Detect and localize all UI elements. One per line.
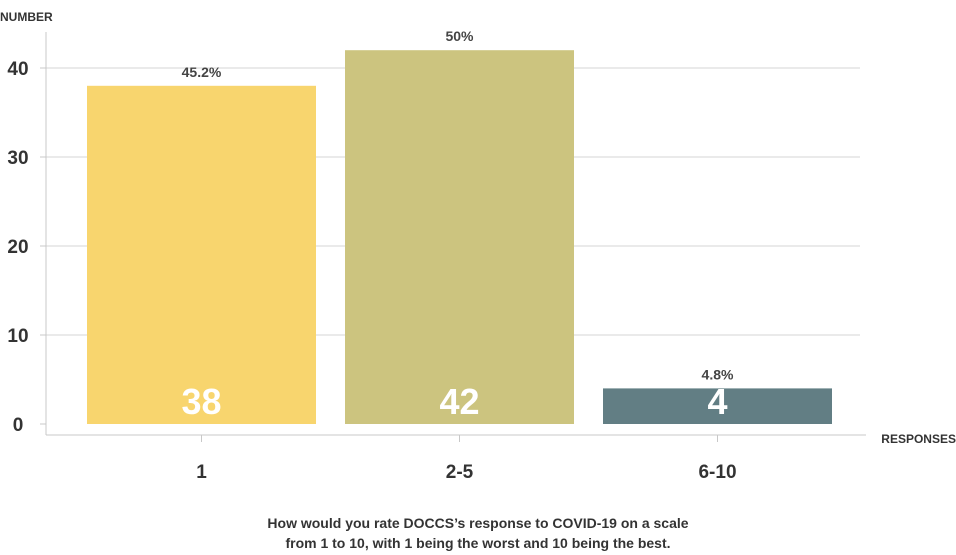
y-axis-title: NUMBER xyxy=(0,10,53,24)
y-tick-label: 40 xyxy=(7,59,28,80)
percent-label: 4.8% xyxy=(702,366,734,382)
bar-labels: 45.2% 38 50% 42 4.8%4 xyxy=(181,28,734,422)
caption-line-1: How would you rate DOCCS’s response to C… xyxy=(267,515,689,531)
y-tick-label: 20 xyxy=(7,237,28,258)
y-axis-ticks: 0 10 20 30 40 xyxy=(7,59,46,436)
y-tick-label: 10 xyxy=(7,326,28,347)
x-tick-label: 2-5 xyxy=(446,462,474,483)
count-label: 42 xyxy=(439,381,479,422)
bars xyxy=(87,50,832,425)
x-tick-label: 1 xyxy=(196,462,207,483)
caption-line-2: from 1 to 10, with 1 being the worst and… xyxy=(285,535,671,551)
count-label: 4 xyxy=(707,381,727,422)
percent-label: 45.2% xyxy=(182,64,222,80)
bar-6-10 xyxy=(603,388,832,424)
count-label: 38 xyxy=(181,381,221,422)
bar-2-5 xyxy=(345,50,574,424)
chart-caption: How would you rate DOCCS’s response to C… xyxy=(0,513,956,553)
percent-label: 50% xyxy=(445,28,474,44)
x-axis-ticks: 1 2-5 6-10 xyxy=(196,435,737,483)
x-tick-label: 6-10 xyxy=(698,462,736,483)
x-axis-title: RESPONSES xyxy=(881,432,956,446)
bar-1 xyxy=(87,85,316,425)
y-tick-label: 0 xyxy=(13,415,24,436)
axes xyxy=(45,32,866,436)
y-tick-label: 30 xyxy=(7,148,28,169)
